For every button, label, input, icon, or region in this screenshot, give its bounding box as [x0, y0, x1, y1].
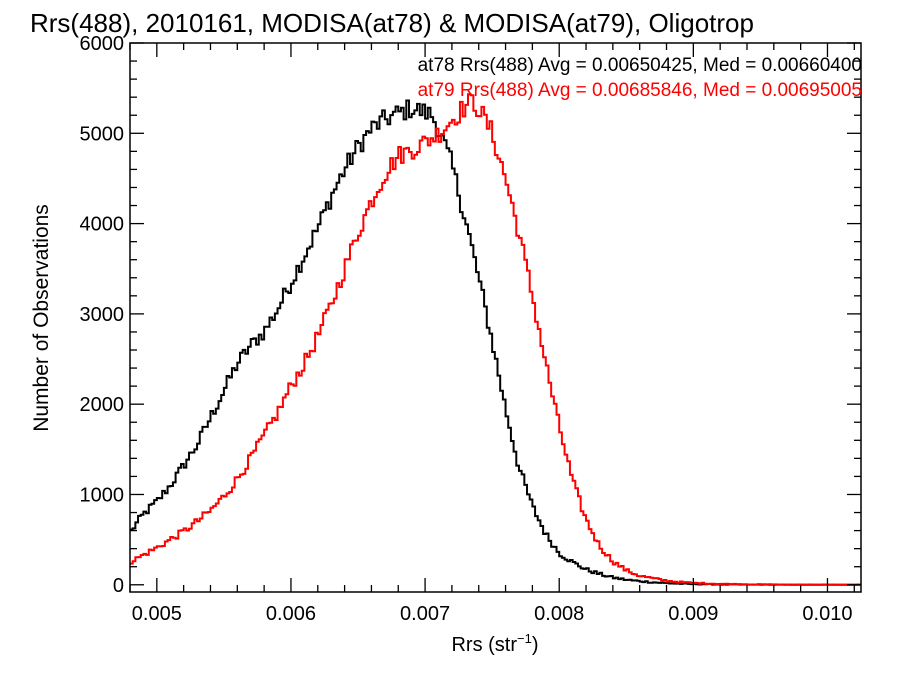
- y-tick-label: 5000: [80, 123, 125, 145]
- histogram-line-at79: [130, 93, 861, 586]
- x-axis-label: Rrs (str−1): [451, 631, 538, 656]
- x-axis-label-text: Rrs (str: [451, 634, 517, 656]
- legend-entry-at78: at78 Rrs(488) Avg = 0.00650425, Med = 0.…: [418, 55, 862, 76]
- y-tick-label: 6000: [80, 33, 125, 55]
- x-axis-label-sup: −1: [517, 631, 532, 646]
- legend-entry-at79: at79 Rrs(488) Avg = 0.00685846, Med = 0.…: [418, 80, 862, 101]
- plot-frame: [129, 42, 862, 593]
- y-axis-label: Number of Observations: [30, 204, 53, 432]
- x-tick-label: 0.009: [668, 603, 718, 625]
- x-tick-label: 0.008: [534, 603, 584, 625]
- y-tick-label: 2000: [80, 394, 125, 416]
- y-tick-label: 1000: [80, 484, 125, 506]
- series-layer: [130, 93, 861, 586]
- chart-title: Rrs(488), 2010161, MODISA(at78) & MODISA…: [30, 8, 754, 38]
- y-tick-label: 3000: [80, 304, 125, 326]
- tick-layer: 0.005 0.006 0.007 0.008 0.009 0.010 0 1000 2000 3…: [80, 33, 861, 625]
- x-axis-label-close: ): [532, 634, 539, 656]
- x-tick-label: 0.006: [266, 603, 316, 625]
- x-tick-label: 0.005: [132, 603, 182, 625]
- x-tick-label: 0.010: [802, 603, 852, 625]
- y-tick-label: 0: [113, 575, 124, 597]
- x-tick-label: 0.007: [400, 603, 450, 625]
- y-tick-label: 4000: [80, 214, 125, 236]
